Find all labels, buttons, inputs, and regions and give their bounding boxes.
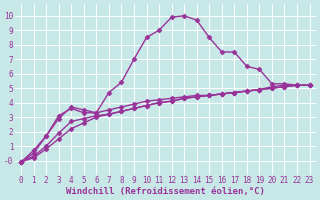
X-axis label: Windchill (Refroidissement éolien,°C): Windchill (Refroidissement éolien,°C) bbox=[66, 187, 265, 196]
